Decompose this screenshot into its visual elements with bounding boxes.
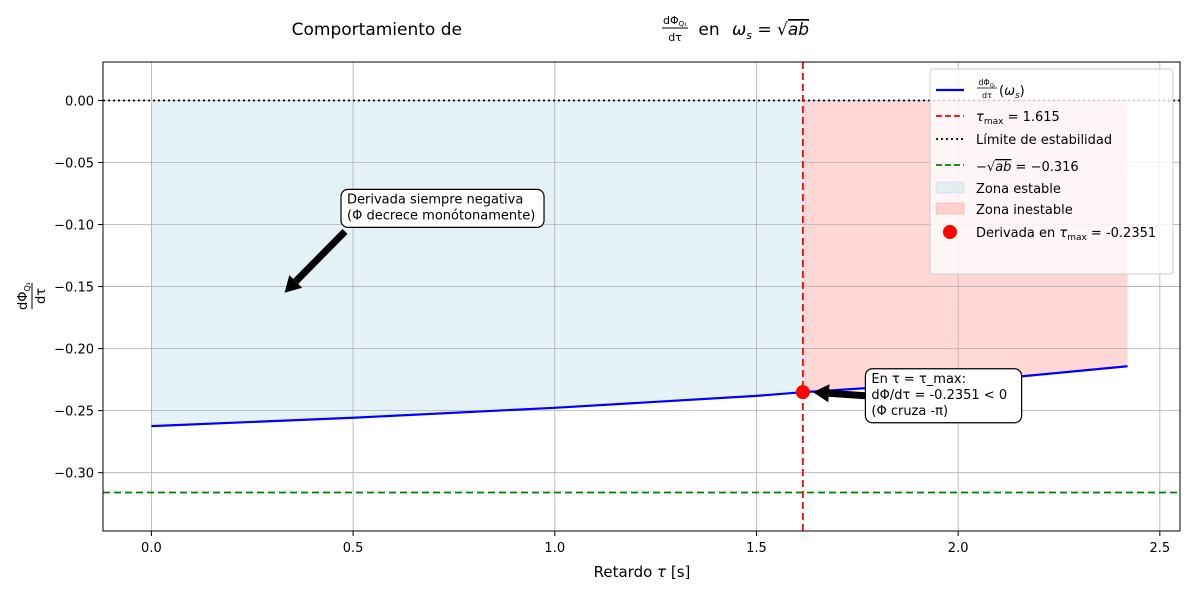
plot-frame [102,61,1181,532]
y-axis-ticks: 0.00 −0.05 −0.10 −0.15 −0.20 −0.25 −0.30 [54,94,103,482]
annotation-derivative-negative-arrow [284,228,348,293]
y-axis-title-denominator: dτ [34,288,49,304]
annotation-line: En τ = τ_max: [871,372,966,387]
arrow-shaft [828,389,866,400]
svg-text:dτ: dτ [982,91,992,100]
chart-title: Comportamiento de dΦQ₁ dτ en ωs = √ab [292,14,809,44]
y-tick-label: −0.05 [54,157,94,172]
stable-zone [151,100,803,427]
y-axis-title: dΦQ₁ dτ [16,282,49,310]
x-tick-label: 2.0 [948,541,969,556]
arrow-head [812,384,830,403]
legend-frame [929,68,1174,275]
y-axis-title-numerator: dΦQ₁ [16,282,32,310]
x-tick-label: 1.5 [746,541,767,556]
reference-lines [103,62,1180,531]
y-tick-label: −0.25 [54,405,94,420]
x-tick-label: 1.0 [544,541,565,556]
arrow-head [284,275,303,293]
y-tick-label: −0.30 [54,467,94,482]
annotation-derivative-negative: Derivada siempre negativa(Φ decrece monó… [340,188,545,229]
x-tick-label: 0.0 [141,541,162,556]
x-axis-title: Retardo τ [s] [594,563,691,581]
title-fraction-denominator: dτ [668,31,682,44]
legend: dΦQ₁ dτ (ωs) τmax = 1.615 Límite de esta… [929,68,1174,275]
y-tick-label: −0.15 [54,281,94,296]
legend-derivative-label: dΦQ₁ dτ (ωs) [977,78,1025,101]
legend-stability-label: Límite de estabilidad [976,133,1112,148]
y-tick-label: 0.00 [65,94,94,109]
y-tick-label: −0.20 [54,343,94,358]
x-tick-label: 0.5 [343,541,364,556]
annotation-box [340,188,545,229]
x-axis-ticks: 0.0 0.5 1.0 1.5 2.0 2.5 [141,531,1170,556]
legend-stable-swatch [935,181,965,194]
grid [103,62,1180,531]
chart-title-mid: en [693,20,725,40]
svg-text:dΦQ₁: dΦQ₁ [978,78,995,89]
annotation-tau-max-arrow [812,384,866,403]
legend-sqrt-label: −√ab = −0.316 [976,160,1079,175]
x-tick-label: 2.5 [1149,541,1170,556]
annotation-line: (Φ decrece monótonamente) [347,208,535,223]
svg-text:(ωs): (ωs) [999,84,1025,101]
annotation-line: Derivada siempre negativa [347,192,523,207]
annotations: Derivada siempre negativa(Φ decrece monó… [284,188,1023,424]
legend-unstable-swatch [935,202,965,215]
tau-max-marker [795,385,810,400]
arrow-shaft [293,228,348,284]
title-omega-expression: ωs = √ab [732,20,809,42]
annotation-line: (Φ cruza -π) [871,404,948,419]
annotation-tau-max: En τ = τ_max:dΦ/dτ = -0.2351 < 0(Φ cruza… [864,368,1023,424]
legend-marker-swatch [943,225,957,239]
chart-title-prefix: Comportamiento de [292,20,462,40]
legend-unstable-label: Zona inestable [976,203,1073,218]
title-derivative-fraction: dΦQ₁ dτ [662,14,688,44]
y-tick-label: −0.10 [54,219,94,234]
legend-stable-label: Zona estable [976,182,1061,197]
legend-marker-label: Derivada en τmax = -0.2351 [976,226,1156,243]
annotation-line: dΦ/dτ = -0.2351 < 0 [871,388,1007,403]
legend-tau-max-label: τmax = 1.615 [976,110,1060,127]
title-fraction-numerator: dΦQ₁ [663,14,687,28]
